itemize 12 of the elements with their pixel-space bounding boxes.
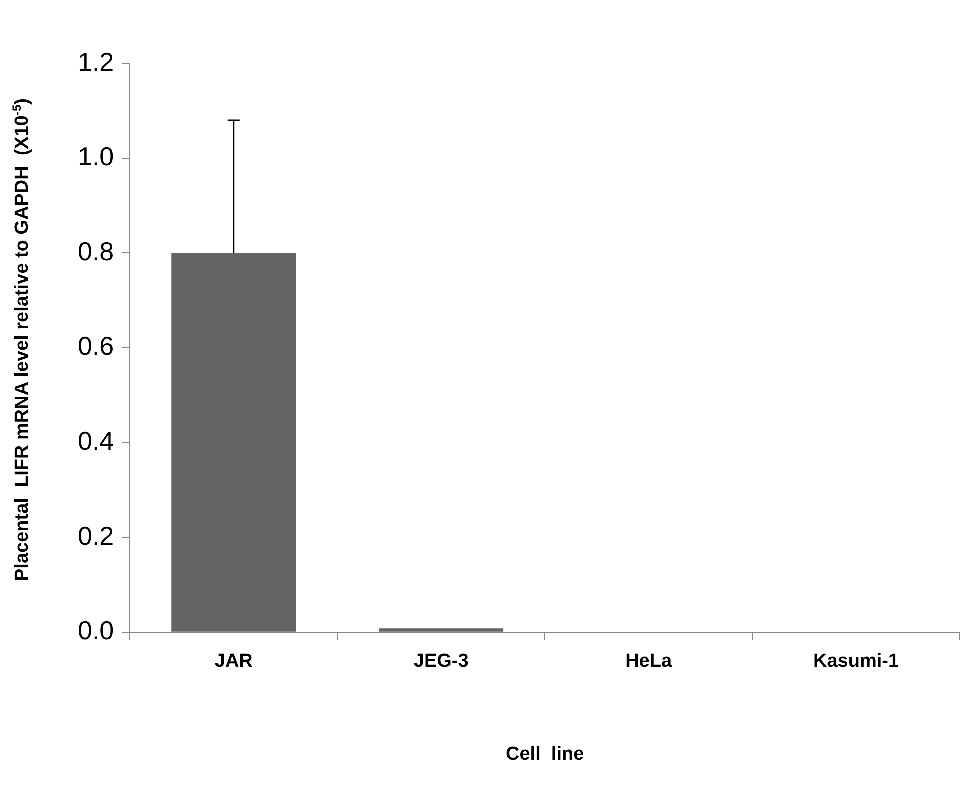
y-tick-label: 0.2 (78, 520, 114, 551)
y-tick-label: 1.0 (78, 142, 114, 172)
y-tick-label: 0.6 (78, 331, 114, 362)
y-tick-label: 0.8 (78, 236, 114, 266)
x-tick-label: Kasumi-1 (814, 651, 900, 672)
y-tick-label: 1.2 (78, 46, 114, 77)
x-tick-label: HeLa (626, 651, 672, 672)
x-tick-label: JEG-3 (414, 651, 469, 672)
x-tick-label: JAR (214, 651, 254, 672)
x-axis-title: Cell line (506, 744, 584, 765)
y-tick-label: 0.4 (78, 426, 114, 456)
y-tick-label: 0.0 (78, 616, 114, 646)
